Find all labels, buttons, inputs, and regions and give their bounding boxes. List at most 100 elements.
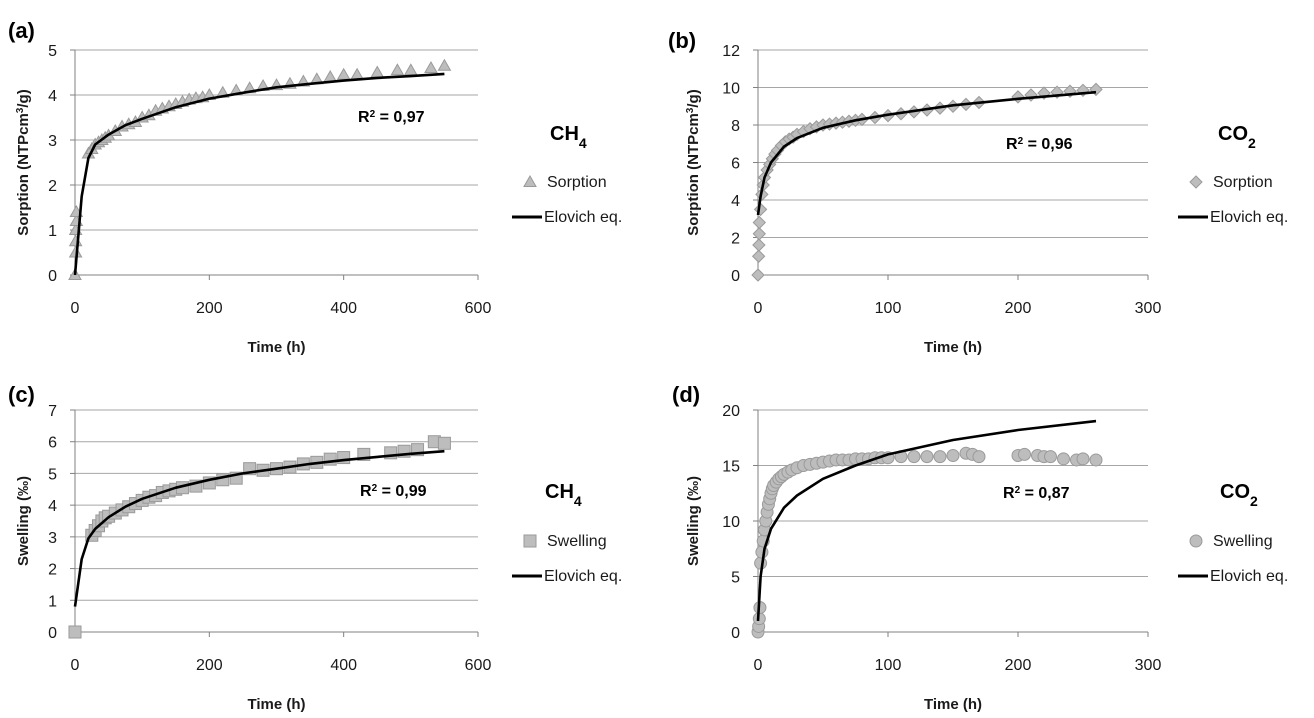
data-point bbox=[1057, 452, 1070, 466]
data-point bbox=[390, 63, 405, 76]
y-axis-title-main: Sorption (NTPcm bbox=[15, 113, 32, 236]
y-tick-label: 20 bbox=[722, 403, 740, 420]
r2-sup: 2 bbox=[1015, 485, 1021, 496]
y-axis-title: Sorption (NTPcm3/g) bbox=[685, 89, 703, 235]
legend-label: Elovich eq. bbox=[544, 209, 622, 226]
panel-label: (d) bbox=[672, 382, 700, 407]
marker-series bbox=[751, 82, 1103, 282]
data-point bbox=[1089, 453, 1103, 467]
r2-label: R2 = 0,96 bbox=[1006, 136, 1073, 154]
gas-label: CH4 bbox=[550, 123, 587, 151]
legend: Sorption Elovich eq. bbox=[512, 174, 622, 226]
y-tick-label: 5 bbox=[731, 570, 740, 587]
data-point bbox=[751, 268, 765, 282]
marker-series bbox=[751, 446, 1103, 639]
r2-sup: 2 bbox=[370, 109, 376, 120]
panel-label: (a) bbox=[8, 18, 35, 43]
fit-line bbox=[73, 449, 445, 607]
y-axis-title-end: /g) bbox=[685, 89, 702, 107]
y-tick-label: 7 bbox=[48, 403, 57, 420]
y-axis-title-sup: 3 bbox=[15, 107, 26, 113]
x-axis-title: Time (h) bbox=[247, 339, 305, 356]
gas-label-sub: 4 bbox=[579, 135, 587, 151]
gas-label-main: CH bbox=[545, 481, 574, 503]
marker-series bbox=[68, 58, 452, 280]
data-point bbox=[933, 450, 947, 464]
data-point bbox=[336, 67, 351, 80]
y-tick-label: 2 bbox=[48, 178, 57, 195]
legend-marker bbox=[1189, 534, 1203, 548]
r2-sup: 2 bbox=[372, 483, 378, 494]
data-point bbox=[920, 450, 934, 464]
data-point bbox=[946, 449, 960, 463]
y-axis-title-end: /g) bbox=[15, 89, 32, 107]
data-point bbox=[1076, 452, 1090, 466]
x-tick-label: 200 bbox=[196, 300, 223, 317]
y-axis-title-main: Swelling (‰) bbox=[685, 476, 702, 566]
fit-line bbox=[756, 419, 1097, 621]
r2-label: R2 = 0,99 bbox=[360, 483, 427, 501]
y-tick-label: 2 bbox=[48, 562, 57, 579]
legend-label: Elovich eq. bbox=[544, 568, 622, 585]
y-tick-label: 0 bbox=[731, 268, 740, 285]
y-axis-title-main: Swelling (‰) bbox=[15, 476, 32, 566]
legend-label: Swelling bbox=[547, 533, 607, 550]
x-tick-label: 200 bbox=[1005, 657, 1032, 674]
x-tick-label: 100 bbox=[875, 657, 902, 674]
x-tick-label: 100 bbox=[875, 300, 902, 317]
legend-label: Sorption bbox=[547, 174, 607, 191]
legend-marker bbox=[523, 174, 537, 187]
x-tick-label: 0 bbox=[71, 657, 80, 674]
y-axis-title: Sorption (NTPcm3/g) bbox=[15, 89, 33, 235]
r2-value: = 0,97 bbox=[375, 109, 424, 126]
data-point bbox=[370, 65, 385, 78]
gas-label: CO2 bbox=[1218, 123, 1256, 151]
legend: Sorption Elovich eq. bbox=[1178, 174, 1288, 226]
r2-prefix: R bbox=[360, 483, 372, 500]
legend-marker bbox=[1189, 175, 1203, 189]
y-axis-title-sup: 3 bbox=[685, 107, 696, 113]
y-tick-label: 0 bbox=[48, 625, 57, 642]
data-point bbox=[1044, 450, 1057, 464]
fit-line bbox=[756, 90, 1097, 216]
y-tick-label: 6 bbox=[731, 156, 740, 173]
x-tick-label: 600 bbox=[465, 300, 492, 317]
r2-label: R2 = 0,87 bbox=[1003, 485, 1070, 503]
y-tick-label: 1 bbox=[48, 593, 57, 610]
r2-value: = 0,96 bbox=[1023, 136, 1072, 153]
data-point bbox=[437, 58, 452, 71]
x-axis-title: Time (h) bbox=[247, 696, 305, 713]
data-point bbox=[68, 625, 82, 639]
gas-label: CH4 bbox=[545, 481, 582, 509]
y-axis-title: Swelling (‰) bbox=[15, 476, 32, 566]
r2-value: = 0,87 bbox=[1020, 485, 1069, 502]
gas-label: CO2 bbox=[1220, 481, 1258, 509]
data-point bbox=[437, 436, 451, 450]
panel-label: (c) bbox=[8, 382, 35, 407]
r2-value: = 0,99 bbox=[377, 483, 426, 500]
data-point bbox=[350, 67, 364, 80]
chart-panel: 0 2 4 6 8 10 12 0 100 200 300 Time (h) Sorption (NTP… bbox=[668, 28, 1288, 356]
y-tick-label: 0 bbox=[48, 268, 57, 285]
r2-prefix: R bbox=[1006, 136, 1018, 153]
x-tick-label: 300 bbox=[1135, 300, 1162, 317]
y-tick-label: 2 bbox=[731, 231, 740, 248]
legend: Swelling Elovich eq. bbox=[512, 533, 622, 585]
x-tick-label: 0 bbox=[71, 300, 80, 317]
data-point bbox=[323, 69, 338, 82]
y-tick-label: 3 bbox=[48, 530, 57, 547]
x-axis-title: Time (h) bbox=[924, 696, 982, 713]
legend-marker bbox=[523, 534, 537, 548]
x-tick-label: 200 bbox=[1005, 300, 1032, 317]
y-tick-label: 5 bbox=[48, 43, 57, 60]
r2-prefix: R bbox=[1003, 485, 1015, 502]
r2-sup: 2 bbox=[1018, 136, 1024, 147]
y-tick-label: 3 bbox=[48, 133, 57, 150]
fit-line bbox=[73, 72, 445, 276]
data-point bbox=[752, 227, 767, 241]
y-tick-label: 10 bbox=[722, 81, 740, 98]
y-tick-label: 12 bbox=[722, 43, 740, 60]
